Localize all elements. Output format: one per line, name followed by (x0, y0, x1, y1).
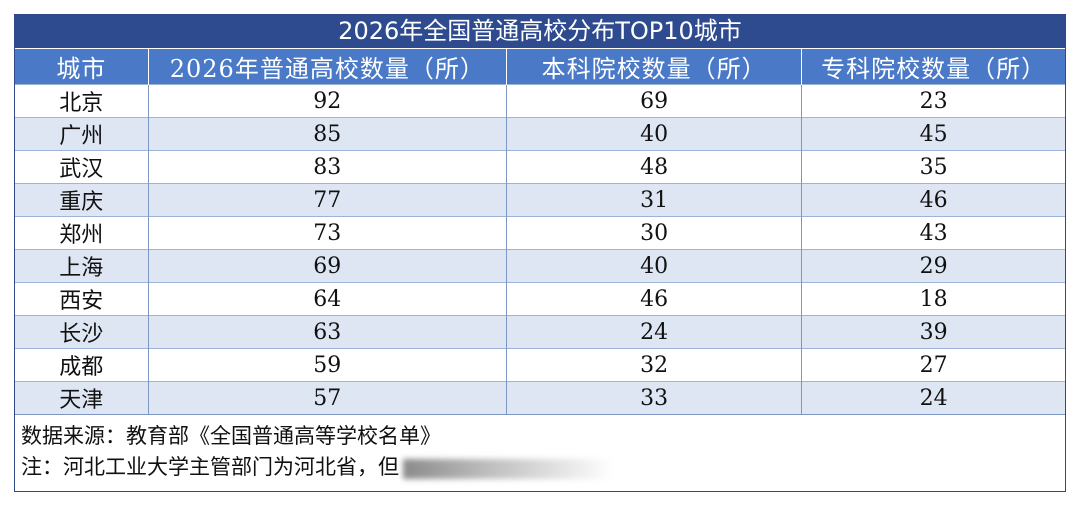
cell-total: 77 (147, 183, 507, 217)
cell-college: 43 (801, 216, 1065, 250)
source-note: 数据来源：教育部《全国普通高等学校名单》 (21, 424, 441, 448)
cell-city: 长沙 (15, 315, 149, 349)
cell-undergrad: 40 (505, 249, 802, 283)
cell-total: 85 (147, 117, 507, 151)
cell-undergrad: 69 (505, 84, 802, 118)
cell-city: 广州 (15, 117, 149, 151)
cell-city: 天津 (15, 381, 149, 414)
cell-total: 92 (147, 84, 507, 118)
cell-college: 39 (801, 315, 1065, 349)
cell-total: 73 (147, 216, 507, 250)
cell-city: 北京 (15, 84, 149, 118)
table-row: 天津 57 33 24 (15, 381, 1065, 414)
cell-undergrad: 24 (505, 315, 802, 349)
header-undergrad: 本科院校数量（所） (505, 49, 802, 85)
cell-undergrad: 40 (505, 117, 802, 151)
cell-college: 18 (801, 282, 1065, 316)
cell-undergrad: 46 (505, 282, 802, 316)
cell-undergrad: 30 (505, 216, 802, 250)
cell-city: 上海 (15, 249, 149, 283)
cell-city: 西安 (15, 282, 149, 316)
cell-undergrad: 48 (505, 150, 802, 184)
cell-college: 46 (801, 183, 1065, 217)
header-city: 城市 (15, 49, 149, 85)
cell-city: 重庆 (15, 183, 149, 217)
table-card: 2026年全国普通高校分布TOP10城市 城市 2026年普通高校数量（所） 本… (14, 14, 1066, 492)
table-row: 北京 92 69 23 (15, 84, 1065, 118)
notes-section: 数据来源：教育部《全国普通高等学校名单》 注：河北工业大学主管部门为河北省，但 (15, 414, 1065, 483)
cell-total: 59 (147, 348, 507, 382)
table-row: 重庆 77 31 46 (15, 183, 1065, 217)
cell-college: 29 (801, 249, 1065, 283)
cell-city: 武汉 (15, 150, 149, 184)
cell-college: 45 (801, 117, 1065, 151)
universities-table: 城市 2026年普通高校数量（所） 本科院校数量（所） 专科院校数量（所） 北京… (15, 49, 1065, 414)
cell-undergrad: 31 (505, 183, 802, 217)
table-title: 2026年全国普通高校分布TOP10城市 (15, 15, 1065, 49)
table-row: 武汉 83 48 35 (15, 150, 1065, 184)
cell-college: 35 (801, 150, 1065, 184)
table-row: 成都 59 32 27 (15, 348, 1065, 382)
header-college: 专科院校数量（所） (801, 49, 1065, 85)
table-row: 上海 69 40 29 (15, 249, 1065, 283)
table-row: 郑州 73 30 43 (15, 216, 1065, 250)
table-row: 广州 85 40 45 (15, 117, 1065, 151)
cell-total: 69 (147, 249, 507, 283)
cell-total: 64 (147, 282, 507, 316)
blurred-redaction (403, 458, 613, 479)
cell-total: 83 (147, 150, 507, 184)
cell-total: 57 (147, 381, 507, 414)
header-total: 2026年普通高校数量（所） (147, 49, 507, 85)
cell-college: 23 (801, 84, 1065, 118)
cell-city: 成都 (15, 348, 149, 382)
header-row: 城市 2026年普通高校数量（所） 本科院校数量（所） 专科院校数量（所） (15, 49, 1065, 85)
cell-undergrad: 32 (505, 348, 802, 382)
table-row: 长沙 63 24 39 (15, 315, 1065, 349)
remark-note: 注：河北工业大学主管部门为河北省，但 (21, 452, 1065, 483)
cell-undergrad: 33 (505, 381, 802, 414)
table-row: 西安 64 46 18 (15, 282, 1065, 316)
cell-college: 27 (801, 348, 1065, 382)
cell-total: 63 (147, 315, 507, 349)
remark-text: 注：河北工业大学主管部门为河北省，但 (21, 455, 399, 479)
cell-city: 郑州 (15, 216, 149, 250)
cell-college: 24 (801, 381, 1065, 414)
